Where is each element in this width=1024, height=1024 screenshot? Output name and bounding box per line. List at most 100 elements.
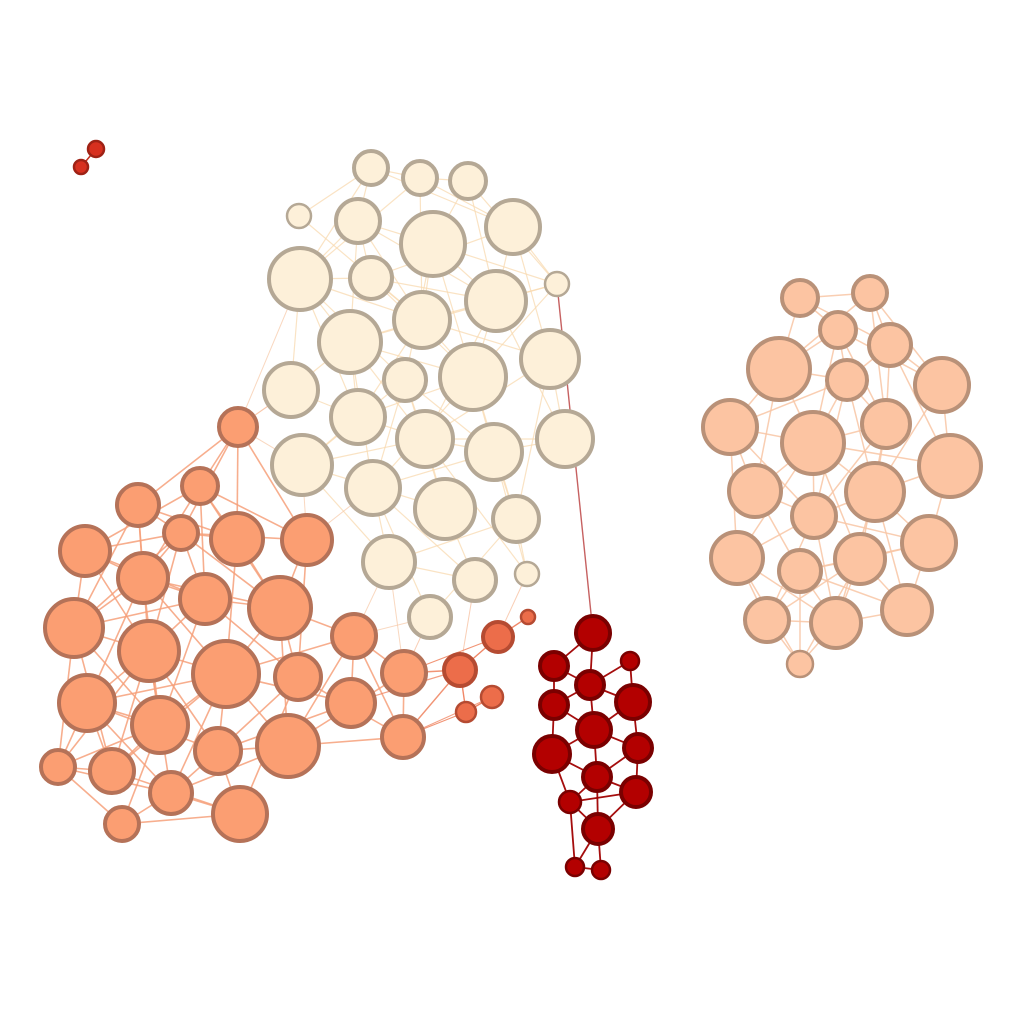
cream-node-7 xyxy=(484,198,542,256)
orange-node-25 xyxy=(211,785,269,843)
peach-node-1 xyxy=(780,278,820,318)
orange-node-20 xyxy=(325,677,377,729)
orange-node-11 xyxy=(43,597,105,659)
red-node-15 xyxy=(590,859,612,881)
red-node-10 xyxy=(581,761,613,793)
peach-node-5 xyxy=(746,336,812,402)
orange-node-23 xyxy=(88,747,136,795)
cream-node-20 xyxy=(464,422,524,482)
orange-node-2 xyxy=(180,466,220,506)
cream-node-9 xyxy=(348,255,394,301)
peach-node-22 xyxy=(785,649,815,679)
orange-node-22 xyxy=(39,748,77,786)
peach-node-7 xyxy=(913,356,971,414)
orange-node-1 xyxy=(217,406,259,448)
peach-node-17 xyxy=(833,532,887,586)
orange-node-14 xyxy=(273,652,323,702)
peach-node-3 xyxy=(818,310,858,350)
cream-node-4 xyxy=(285,202,313,230)
cream-node-21 xyxy=(535,409,595,469)
orange-node-7 xyxy=(58,524,112,578)
peach-node-8 xyxy=(701,398,759,456)
orange-node-10 xyxy=(247,575,313,641)
red-node-6 xyxy=(538,689,570,721)
cream-node-17 xyxy=(262,361,320,419)
cream-node-2 xyxy=(401,159,439,197)
orange-node-21 xyxy=(380,649,428,697)
orange-node-8 xyxy=(116,551,170,605)
peach-node-18 xyxy=(900,514,958,572)
cream-node-5 xyxy=(334,197,382,245)
peach-node-4 xyxy=(867,322,913,368)
orange-node-19 xyxy=(255,713,321,779)
peach-node-10 xyxy=(860,398,912,450)
red-node-14 xyxy=(564,856,586,878)
red-node-2 xyxy=(538,650,570,682)
peach-node-13 xyxy=(844,461,906,523)
orange-node-16 xyxy=(57,673,117,733)
cream-node-8 xyxy=(267,246,333,312)
orange-node-18 xyxy=(193,726,243,776)
red-node-5 xyxy=(614,683,652,721)
orange-node-3 xyxy=(115,482,161,528)
red-node-3 xyxy=(619,650,641,672)
cream-node-19 xyxy=(395,409,455,469)
cream-node-13 xyxy=(392,290,452,350)
tomato-node-4 xyxy=(479,684,505,710)
cream-node-15 xyxy=(438,342,508,412)
cream-node-29 xyxy=(407,594,453,640)
cream-node-26 xyxy=(361,534,417,590)
peach-node-12 xyxy=(727,463,783,519)
orange-node-13 xyxy=(191,639,261,709)
cream-node-25 xyxy=(491,494,541,544)
peach-node-14 xyxy=(790,492,838,540)
peach-node-2 xyxy=(851,274,889,312)
red-node-4 xyxy=(574,669,606,701)
orange-node-26 xyxy=(103,805,141,843)
cream-node-3 xyxy=(448,161,488,201)
cream-node-12 xyxy=(317,309,383,375)
red-node-8 xyxy=(532,734,572,774)
cream-node-18 xyxy=(329,388,387,446)
cream-node-22 xyxy=(270,433,334,497)
peach-node-21 xyxy=(880,583,934,637)
peach-node-11 xyxy=(917,433,983,499)
tomato-node-2 xyxy=(481,620,515,654)
peach-node-15 xyxy=(709,530,765,586)
orange-node-24 xyxy=(148,770,194,816)
cream-node-16 xyxy=(519,328,581,390)
peach-node-6 xyxy=(825,358,869,402)
cream-node-14 xyxy=(382,357,428,403)
peach-node-20 xyxy=(809,596,863,650)
pair-node-1 xyxy=(86,139,106,159)
peach-node-19 xyxy=(743,596,791,644)
orange-node-17 xyxy=(130,695,190,755)
cream-node-23 xyxy=(344,459,402,517)
red-node-1 xyxy=(574,614,612,652)
tomato-node-3 xyxy=(519,608,537,626)
tomato-node-1 xyxy=(442,652,478,688)
red-node-11 xyxy=(619,775,653,809)
red-node-13 xyxy=(581,812,615,846)
cream-node-6 xyxy=(399,210,467,278)
red-node-7 xyxy=(575,711,613,749)
orange-node-15 xyxy=(330,612,378,660)
orange-node-5 xyxy=(209,511,265,567)
cream-node-1 xyxy=(352,149,390,187)
cream-node-10 xyxy=(464,269,528,333)
pair-node-2 xyxy=(72,158,90,176)
cream-node-27 xyxy=(452,557,498,603)
red-node-9 xyxy=(622,732,654,764)
orange-node-12 xyxy=(117,619,181,683)
peach-node-9 xyxy=(780,410,846,476)
orange-node-6 xyxy=(280,513,334,567)
cream-node-11 xyxy=(543,270,571,298)
orange-node-9 xyxy=(178,572,232,626)
peach-node-16 xyxy=(777,548,823,594)
tomato-node-5 xyxy=(454,700,478,724)
nodes-layer xyxy=(39,139,983,881)
orange-node-27 xyxy=(380,714,426,760)
orange-node-4 xyxy=(162,514,200,552)
cream-node-24 xyxy=(413,477,477,541)
